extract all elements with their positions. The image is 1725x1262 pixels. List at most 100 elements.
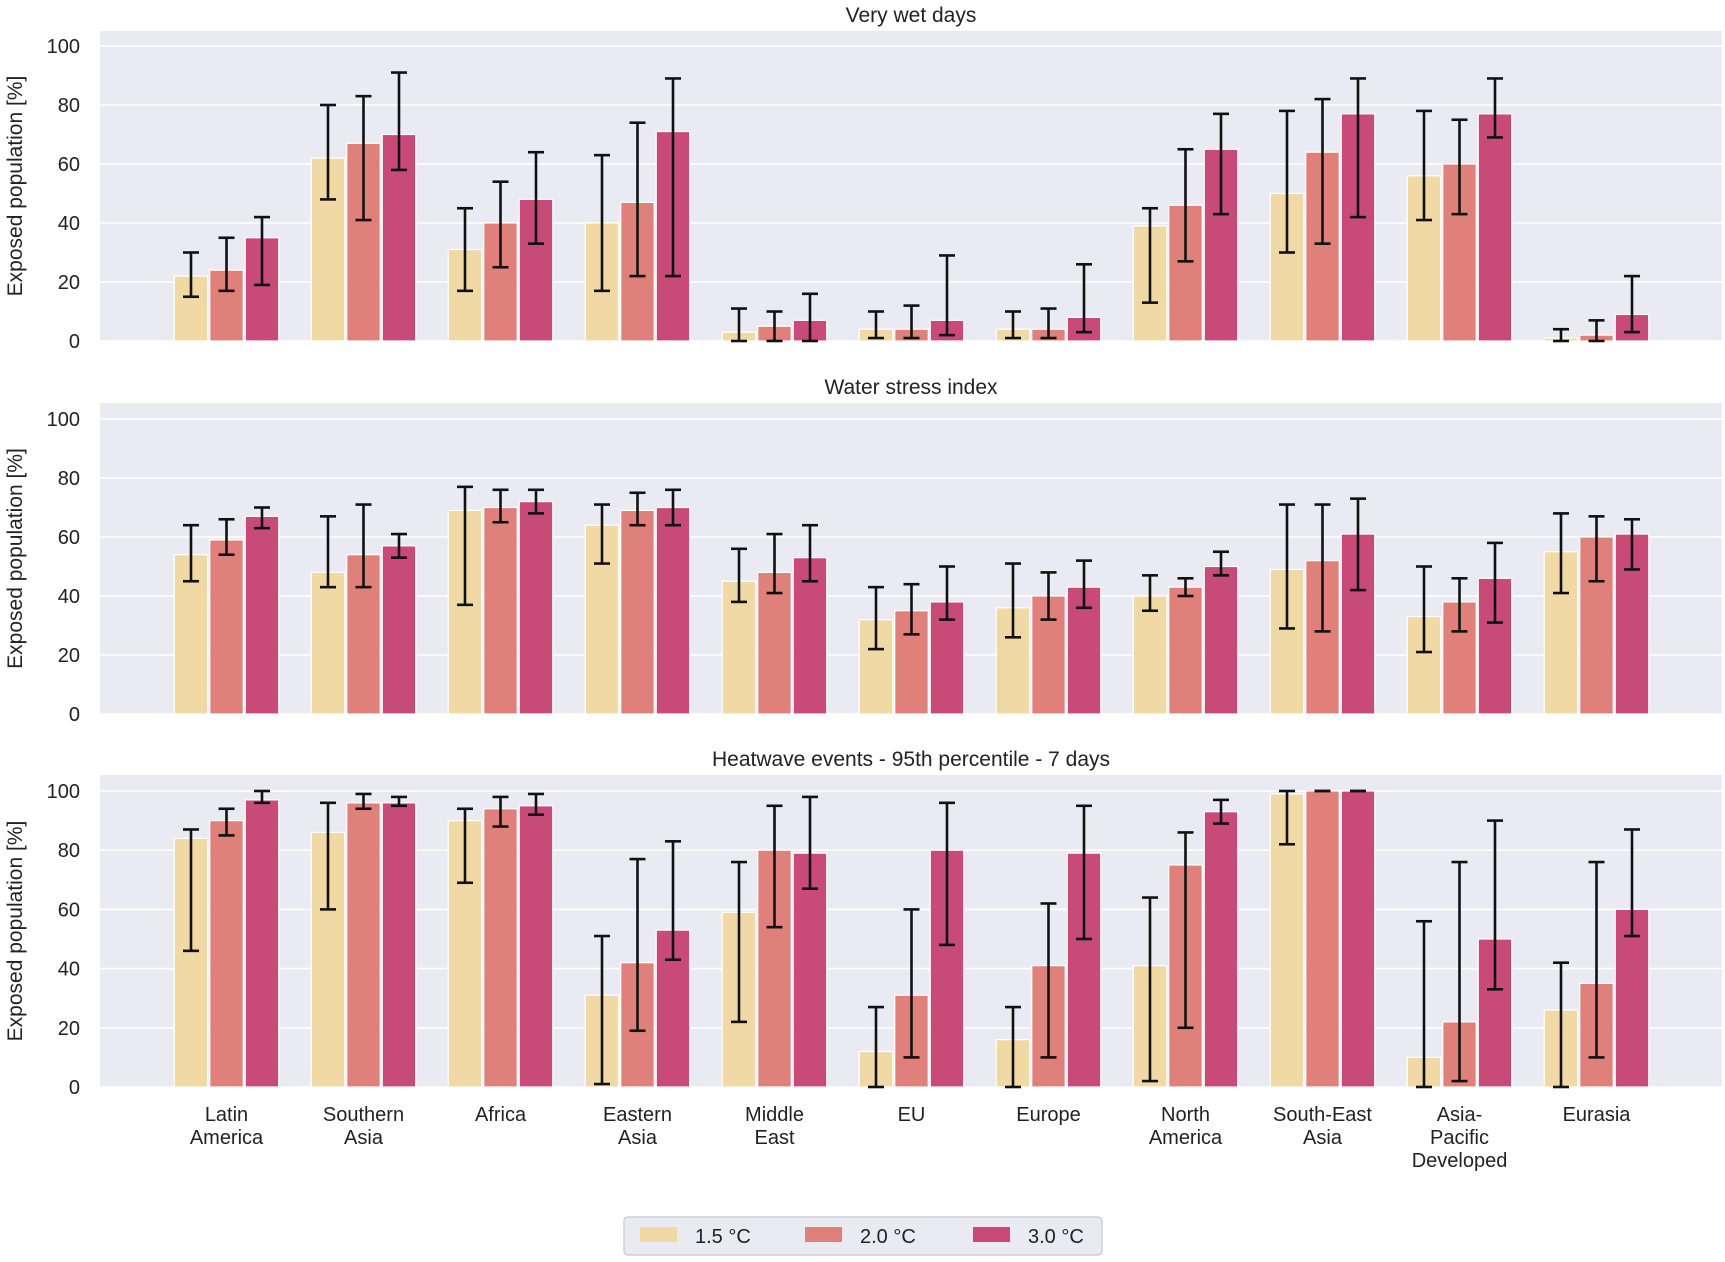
error-bar xyxy=(254,789,270,805)
error-bar xyxy=(1588,515,1605,583)
error-bar xyxy=(1076,262,1092,334)
y-tick-label: 40 xyxy=(58,213,80,235)
x-tick-label-line: South-East xyxy=(1273,1104,1372,1126)
error-bar xyxy=(629,491,646,527)
error-bar xyxy=(1416,109,1432,222)
legend-swatch xyxy=(640,1227,677,1242)
error-bar xyxy=(320,801,336,911)
error-bar xyxy=(1005,310,1021,340)
legend-swatch xyxy=(973,1227,1010,1242)
legend: 1.5 °C 2.0 °C 3.0 °C xyxy=(623,1216,1103,1256)
x-tick-label: Eastern Asia xyxy=(603,1104,672,1149)
error-bar xyxy=(528,488,544,515)
x-tick-label-line: Eurasia xyxy=(1563,1104,1632,1126)
chart-panel-1: 0 20 40 60 80 100 Very wet days Exposed populat… xyxy=(4,4,1722,353)
x-tick-label-line: Eastern xyxy=(603,1104,672,1126)
bar xyxy=(1477,113,1513,342)
error-bar xyxy=(665,77,681,278)
error-bar xyxy=(802,523,818,583)
x-tick-label: Europe xyxy=(1016,1104,1081,1126)
error-bar xyxy=(629,857,646,1033)
y-tick-label: 40 xyxy=(58,586,80,608)
error-bar xyxy=(355,792,372,811)
y-tick-label: 100 xyxy=(47,36,80,58)
y-tick-label: 60 xyxy=(58,899,80,921)
error-bar xyxy=(594,153,610,293)
error-bar xyxy=(1213,798,1229,825)
panel-title: Heatwave events - 95th percentile - 7 da… xyxy=(712,748,1110,771)
error-bar xyxy=(492,180,509,269)
x-tick-label-line: Pacific xyxy=(1430,1127,1489,1149)
error-bar xyxy=(939,801,955,947)
error-bar xyxy=(1487,77,1503,139)
legend-label: 1.5 °C xyxy=(695,1226,751,1248)
error-bar xyxy=(594,503,610,565)
y-axis-label: Exposed population [%] xyxy=(4,76,27,297)
error-bar xyxy=(320,515,336,589)
bar xyxy=(381,545,417,715)
y-tick-label: 60 xyxy=(58,154,80,176)
error-bar xyxy=(1314,97,1331,245)
error-bar xyxy=(457,485,473,607)
y-tick-label: 20 xyxy=(58,272,80,294)
x-tick-label: Africa xyxy=(475,1104,527,1126)
error-bar xyxy=(1350,497,1366,592)
error-bar xyxy=(903,908,920,1059)
bar xyxy=(655,506,691,715)
panel-title: Very wet days xyxy=(846,4,977,27)
error-bar xyxy=(457,206,473,293)
bar xyxy=(1305,790,1340,1088)
bar xyxy=(1614,533,1650,715)
x-tick-label: Middle East xyxy=(745,1104,804,1149)
error-bar xyxy=(594,934,610,1086)
bar xyxy=(244,237,280,342)
bar xyxy=(1203,565,1239,715)
error-bar xyxy=(1279,503,1295,630)
x-tick-label-line: Developed xyxy=(1412,1150,1508,1172)
x-tick-label-line: East xyxy=(754,1127,794,1149)
error-bar xyxy=(320,103,336,201)
error-bar xyxy=(254,215,270,287)
x-tick-label-line: EU xyxy=(898,1104,926,1126)
x-tick-label-line: Middle xyxy=(745,1104,804,1126)
panel-title: Water stress index xyxy=(824,376,998,399)
error-bar xyxy=(1588,319,1605,343)
y-tick-label: 80 xyxy=(58,468,80,490)
x-tick-label: Latin America xyxy=(190,1104,264,1149)
error-bar xyxy=(1553,512,1569,595)
error-bar xyxy=(802,795,818,890)
error-bar xyxy=(766,310,783,343)
x-tick-label-line: Africa xyxy=(475,1104,527,1126)
error-bar xyxy=(1040,571,1057,621)
error-bar xyxy=(492,795,509,828)
bar xyxy=(346,802,381,1088)
error-bar xyxy=(802,292,818,343)
error-bar xyxy=(1142,206,1158,304)
bar xyxy=(209,539,244,715)
y-tick-label: 0 xyxy=(69,1077,80,1099)
error-bar xyxy=(391,532,407,559)
x-tick-label-line: America xyxy=(190,1127,264,1149)
error-bar xyxy=(218,236,235,293)
bar xyxy=(1406,616,1442,715)
y-tick-label: 20 xyxy=(58,1018,80,1040)
x-tick-label: North America xyxy=(1149,1104,1223,1149)
error-bar xyxy=(1142,896,1158,1083)
error-bar xyxy=(355,503,372,589)
bar xyxy=(381,802,417,1088)
error-bar xyxy=(766,804,783,929)
error-bar xyxy=(457,807,473,885)
error-bar xyxy=(355,94,372,222)
bar xyxy=(792,852,828,1088)
error-bar xyxy=(183,523,199,583)
legend-label: 2.0 °C xyxy=(860,1226,916,1248)
error-bar xyxy=(1177,576,1194,598)
bar xyxy=(244,515,280,715)
error-bar xyxy=(1177,147,1194,263)
bar xyxy=(483,808,518,1088)
error-bar xyxy=(903,582,920,636)
error-bar xyxy=(1624,828,1640,938)
bar xyxy=(244,799,280,1088)
